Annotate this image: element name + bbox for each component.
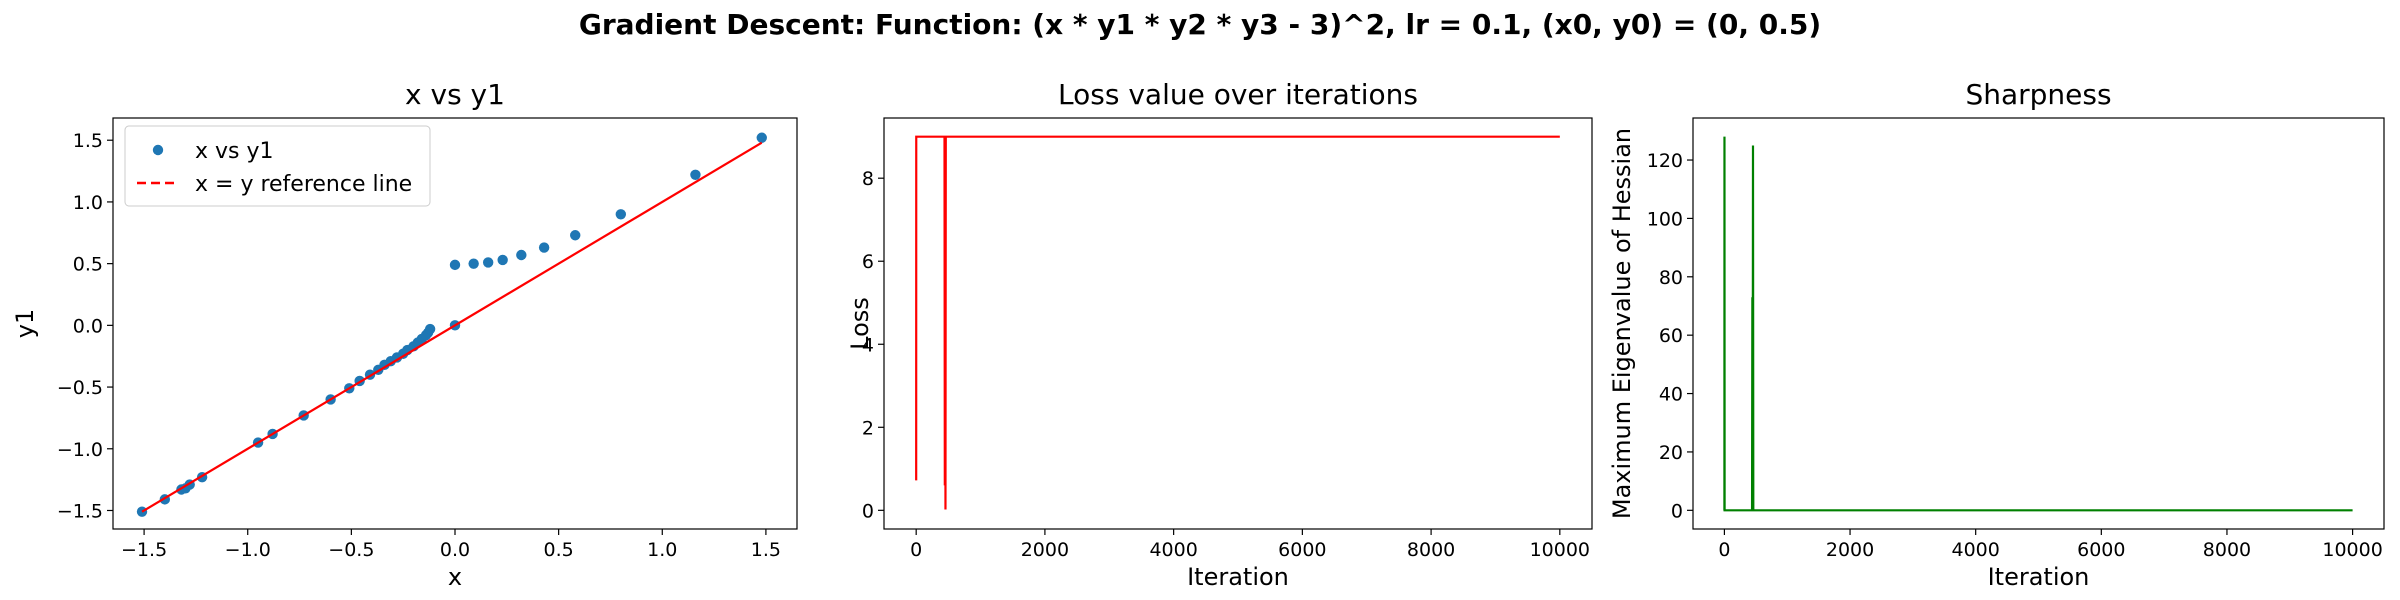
y-tick-label: 2 (862, 417, 874, 439)
axes-frame (1692, 117, 2385, 530)
scatter-point (615, 209, 627, 220)
x-tick-label: 0.5 (544, 539, 574, 561)
x-axis-label: Iteration (1187, 563, 1289, 591)
subplot-x-vs-y1: x vs y1 −1.5 −1.0 −0.5 0.0 0.5 1.0 1.5 −1.5 −1.0 −… (11, 78, 798, 591)
scatter-point (497, 254, 508, 266)
scatter-point (482, 257, 494, 268)
x-tick-label: 8000 (2203, 539, 2251, 561)
y-axis-label: Loss (846, 297, 874, 350)
plot-area (136, 132, 767, 517)
x-tick-label: −1.5 (121, 539, 167, 561)
x-tick-label: 6000 (1278, 539, 1326, 561)
y-axis-label: Maximum Eigenvalue of Hessian (1608, 128, 1636, 519)
y-tick-label: 6 (862, 251, 874, 273)
scatter-point (449, 259, 461, 271)
axes-frame (112, 117, 798, 530)
y-axis-label: y1 (11, 309, 39, 338)
scatter-point (516, 249, 527, 261)
x-axis-label: x (448, 563, 462, 591)
scatter-point (570, 230, 581, 241)
series-line (1723, 136, 2353, 512)
y-tick-label: −1.5 (57, 500, 103, 522)
x-tick-label: 0.0 (440, 539, 470, 561)
scatter-point (136, 506, 148, 517)
plot-area (1723, 136, 2353, 512)
scatter-point (424, 323, 436, 335)
x-tick-label: 4000 (1149, 539, 1197, 561)
scatter-point (756, 132, 767, 143)
x-tick-label: 8000 (1407, 539, 1455, 561)
x-axis-label: Iteration (1988, 563, 2090, 591)
y-tick-label: −1.0 (57, 439, 103, 461)
x-tick-label: 1.0 (647, 539, 677, 561)
subplot-title: Sharpness (1965, 78, 2111, 111)
y-tick-label: 120 (1647, 150, 1683, 172)
legend: x vs y1 x = y reference line (124, 125, 431, 207)
y-tick-label: 0.5 (73, 254, 103, 276)
y-tick-label: 4 (862, 334, 874, 356)
y-tick-label: 8 (862, 168, 874, 190)
series-line (915, 135, 1560, 510)
y-tick-label: 1.0 (73, 192, 103, 214)
x-tick-label: 0 (1718, 539, 1730, 561)
y-tick-label: −0.5 (57, 377, 103, 399)
scatter-point (538, 242, 550, 253)
x-tick-label: −1.0 (225, 539, 271, 561)
subplot-title: Loss value over iterations (1058, 78, 1418, 111)
x-tick-label: 4000 (1952, 539, 2000, 561)
x-tick-label: 10000 (1530, 539, 1590, 561)
y-tick-label: 0 (1671, 500, 1683, 522)
axes-frame (883, 117, 1593, 530)
subplot-title: x vs y1 (405, 78, 505, 111)
x-tick-label: 2000 (1021, 539, 1069, 561)
legend-label: x vs y1 (195, 139, 274, 164)
legend-box (124, 125, 431, 207)
x-tick-label: 0 (910, 539, 922, 561)
x-tick-label: 2000 (1826, 539, 1874, 561)
subplot-loss: Loss value over iterations 0 2000 4000 6000 8… (846, 78, 1593, 591)
x-tick-label: 10000 (2322, 539, 2382, 561)
reference-line (141, 141, 763, 513)
x-tick-label: −0.5 (328, 539, 374, 561)
y-tick-label: 60 (1659, 325, 1683, 347)
scatter-point (468, 258, 479, 269)
scatter-point (690, 169, 701, 180)
subplot-sharpness: Sharpness 0 2000 4000 6000 8000 10000 0 20 40 60 80… (1608, 78, 2385, 591)
y-tick-label: 1.5 (73, 130, 103, 152)
legend-marker (152, 144, 164, 156)
plot-area (915, 135, 1560, 510)
y-tick-label: 40 (1659, 384, 1683, 406)
x-tick-label: 6000 (2077, 539, 2125, 561)
y-tick-label: 0.0 (73, 315, 103, 337)
y-tick-label: 20 (1659, 442, 1683, 464)
y-tick-label: 80 (1659, 267, 1683, 289)
x-tick-label: 1.5 (751, 539, 781, 561)
figure-title: Gradient Descent: Function: (x * y1 * y2… (579, 8, 1821, 41)
y-tick-label: 0 (862, 500, 874, 522)
legend-label: x = y reference line (195, 172, 412, 197)
y-tick-label: 100 (1647, 208, 1683, 230)
